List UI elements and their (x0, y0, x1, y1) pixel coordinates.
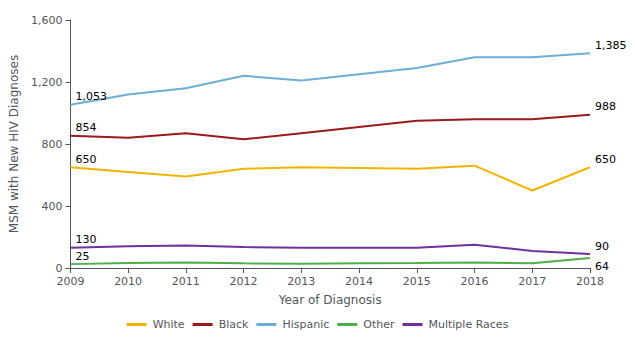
svg-text:2018: 2018 (576, 275, 604, 288)
svg-text:854: 854 (75, 121, 96, 134)
svg-text:2016: 2016 (461, 275, 489, 288)
svg-text:2010: 2010 (114, 275, 142, 288)
svg-text:1,600: 1,600 (31, 14, 63, 27)
svg-text:2011: 2011 (172, 275, 200, 288)
svg-text:Year of Diagnosis: Year of Diagnosis (278, 293, 382, 307)
svg-text:2012: 2012 (230, 275, 258, 288)
svg-text:650: 650 (75, 153, 96, 166)
svg-text:2014: 2014 (345, 275, 373, 288)
svg-text:White: White (153, 318, 185, 331)
svg-text:90: 90 (595, 240, 609, 253)
svg-text:25: 25 (75, 250, 89, 263)
svg-text:64: 64 (595, 260, 609, 273)
svg-text:988: 988 (595, 100, 616, 113)
svg-text:0: 0 (55, 262, 62, 275)
svg-text:2013: 2013 (287, 275, 315, 288)
svg-text:Multiple Races: Multiple Races (428, 318, 508, 331)
svg-text:2017: 2017 (518, 275, 546, 288)
svg-text:2015: 2015 (403, 275, 431, 288)
svg-text:Black: Black (219, 318, 249, 331)
svg-text:130: 130 (75, 233, 96, 246)
svg-text:800: 800 (41, 138, 62, 151)
svg-text:MSM with New HIV Diagnoses: MSM with New HIV Diagnoses (7, 55, 21, 233)
svg-text:Hispanic: Hispanic (282, 318, 329, 331)
svg-text:400: 400 (41, 200, 62, 213)
svg-text:1,385: 1,385 (595, 39, 627, 52)
svg-text:650: 650 (595, 153, 616, 166)
svg-text:2009: 2009 (56, 275, 84, 288)
svg-text:1,053: 1,053 (75, 90, 107, 103)
svg-text:Other: Other (363, 318, 395, 331)
svg-text:1,200: 1,200 (31, 76, 63, 89)
